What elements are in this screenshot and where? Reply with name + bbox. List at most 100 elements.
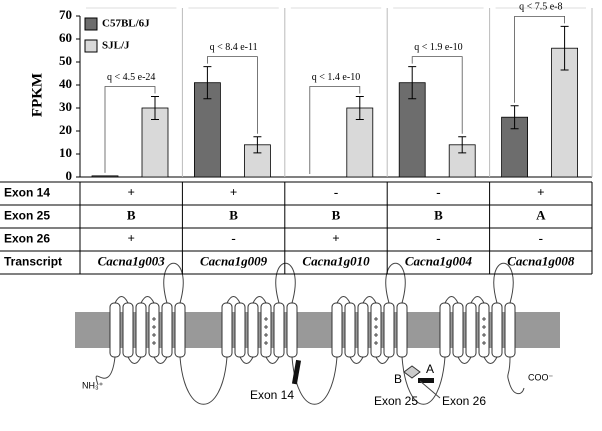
charge-mark (374, 341, 378, 345)
c-terminus (507, 356, 525, 395)
loop (239, 356, 254, 364)
transcript-label: Cacna1g009 (200, 253, 268, 268)
charge-mark (152, 317, 156, 321)
n-terminus (95, 356, 116, 386)
table-cell: - (539, 230, 543, 245)
error-bar (560, 25, 569, 71)
table-cell: B (127, 207, 136, 222)
y-tick-label: 10 (59, 145, 72, 160)
q-value-annotation: q < 7.5 e-8 (519, 2, 562, 13)
table-cell: + (127, 184, 134, 199)
helix (109, 302, 121, 358)
helix (247, 302, 259, 358)
row-header: Transcript (4, 255, 62, 269)
helix (174, 302, 186, 358)
pore-loop (163, 262, 184, 304)
channel-diagram (95, 262, 525, 405)
error-bar (510, 105, 519, 130)
table-cell: + (230, 184, 237, 199)
significance-bracket (309, 86, 361, 174)
loop (444, 296, 459, 304)
charge-mark (264, 317, 268, 321)
table-cell: + (537, 184, 544, 199)
transcript-label: Cacna1g004 (405, 253, 473, 268)
helix (331, 302, 343, 358)
error-bar (151, 96, 159, 120)
charge-mark (482, 317, 486, 321)
pore-loop (385, 262, 406, 304)
y-axis-label: FPKM (29, 73, 45, 117)
loop (349, 356, 364, 364)
helix (286, 302, 298, 358)
legend-swatch (84, 39, 98, 53)
linker-loop (179, 356, 228, 405)
charge-mark (482, 341, 486, 345)
exon26-label: Exon 26 (442, 394, 486, 408)
table-cell: B (332, 207, 341, 222)
y-tick-label: 50 (59, 53, 72, 68)
row-header: Exon 25 (4, 209, 50, 223)
error-bar (203, 66, 212, 100)
helix (260, 302, 272, 358)
exon25-segment (403, 365, 421, 379)
helix (452, 302, 464, 358)
legend-swatch (84, 17, 98, 31)
helix (135, 302, 147, 358)
c-terminus-label: COO⁻ (528, 372, 554, 382)
helix (122, 302, 134, 358)
table-cell: + (127, 230, 134, 245)
helix (504, 302, 516, 358)
significance-bracket (207, 56, 258, 134)
significance-bracket (514, 15, 565, 103)
variant-b-label: B (394, 372, 402, 386)
helix (465, 302, 477, 358)
y-tick-label: 60 (59, 30, 72, 45)
helix (234, 302, 246, 358)
table-cell: - (436, 230, 440, 245)
charge-mark (482, 325, 486, 329)
table-cell: B (229, 207, 238, 222)
loop (114, 296, 129, 304)
helix (491, 302, 503, 358)
error-bar (355, 96, 364, 120)
error-bar (253, 136, 262, 154)
row-header: Exon 26 (4, 232, 50, 246)
helix (439, 302, 451, 358)
charge-mark (374, 325, 378, 329)
significance-bracket (411, 56, 463, 134)
significance-bracket (104, 86, 156, 173)
exon26-pointer (419, 380, 441, 399)
exon14-label: Exon 14 (250, 388, 294, 402)
transcript-label: Cacna1g010 (302, 253, 370, 268)
loop (375, 356, 390, 364)
q-value-annotation: q < 8.4 e-11 (210, 42, 258, 53)
q-value-annotation: q < 1.9 e-10 (414, 42, 462, 53)
exon14-segment (291, 359, 302, 385)
q-value-annotation: q < 4.5 e-24 (107, 72, 155, 83)
charge-mark (152, 341, 156, 345)
loop (127, 356, 142, 364)
y-tick-label: 40 (59, 76, 72, 91)
n-terminus-label: NH₃⁺ (82, 380, 104, 390)
variant-a-label: A (426, 362, 434, 376)
pore-loop (493, 262, 514, 304)
helix (273, 302, 285, 358)
table-cell: - (231, 230, 235, 245)
helix (396, 302, 408, 358)
loop (457, 356, 472, 364)
charge-mark (152, 333, 156, 337)
legend-label: SJL/J (102, 40, 130, 52)
exon26-segment (418, 378, 434, 383)
q-value-annotation: q < 1.4 e-10 (312, 72, 360, 83)
charge-mark (152, 325, 156, 329)
transcript-label: Cacna1g003 (98, 253, 166, 268)
linker-loop (401, 356, 446, 405)
table-cell: B (434, 207, 443, 222)
helix (148, 302, 160, 358)
loop (336, 296, 351, 304)
pore-loop (275, 262, 296, 304)
error-bar (408, 66, 417, 100)
charge-mark (264, 341, 268, 345)
